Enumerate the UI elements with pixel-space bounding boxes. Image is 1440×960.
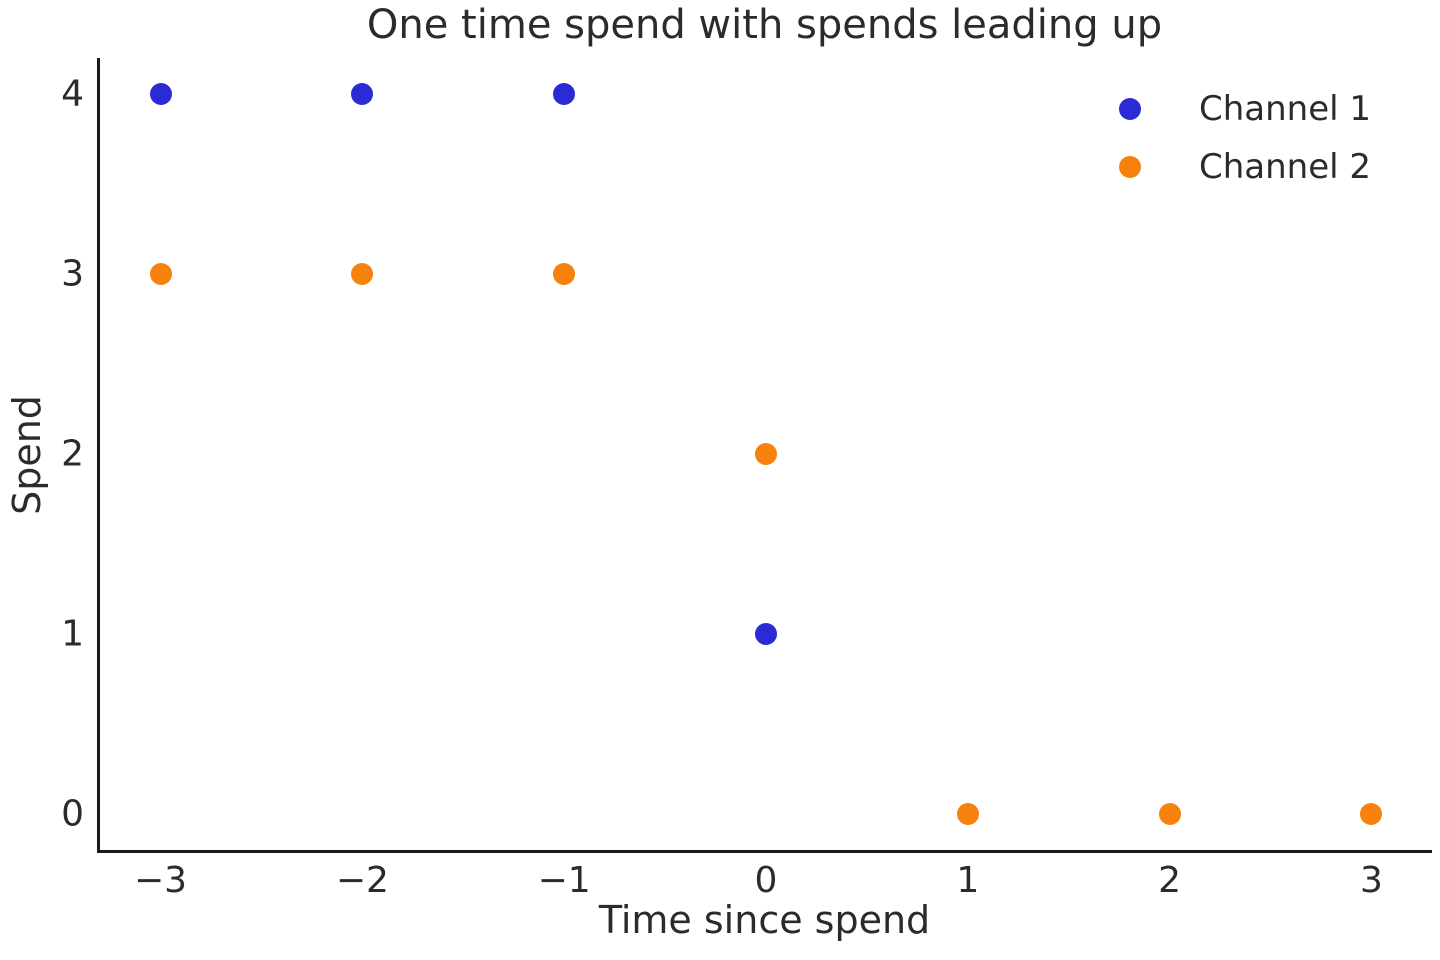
y-axis-label: Spend bbox=[5, 395, 49, 515]
x-tick-label: −3 bbox=[133, 860, 188, 901]
legend-label-channel-1: Channel 1 bbox=[1199, 89, 1372, 129]
data-point-channel-2 bbox=[553, 263, 576, 285]
x-tick-label: 3 bbox=[1360, 860, 1383, 901]
data-point-channel-1 bbox=[755, 623, 777, 645]
x-axis-label: Time since spend bbox=[598, 898, 931, 942]
x-tick-label: 2 bbox=[1158, 860, 1182, 901]
data-point-channel-1 bbox=[351, 83, 374, 105]
x-tick-label: −2 bbox=[335, 860, 389, 901]
data-point-channel-2 bbox=[1360, 803, 1383, 825]
y-tick-label: 0 bbox=[61, 793, 84, 835]
data-point-channel-2 bbox=[149, 263, 172, 285]
legend-item-channel-1: Channel 1 bbox=[1108, 80, 1371, 138]
legend-swatch-channel-1 bbox=[1119, 98, 1141, 120]
chart-title: One time spend with spends leading up bbox=[366, 2, 1163, 48]
x-tick-label: −1 bbox=[537, 860, 591, 901]
y-tick-label: 3 bbox=[61, 253, 84, 295]
plot-area: −3 −2 −1 0 1 2 3 0 1 2 3 4 bbox=[61, 58, 1432, 901]
x-tick-label: 1 bbox=[956, 860, 980, 901]
y-tick-label: 4 bbox=[61, 73, 84, 115]
data-point-channel-2 bbox=[956, 803, 979, 825]
legend-label-channel-2: Channel 2 bbox=[1199, 147, 1372, 187]
legend: Channel 1 Channel 2 bbox=[1108, 80, 1371, 196]
legend-item-channel-2: Channel 2 bbox=[1108, 138, 1371, 196]
x-tick-label: 0 bbox=[754, 860, 778, 901]
legend-swatch-channel-2 bbox=[1119, 156, 1141, 178]
data-point-channel-1 bbox=[149, 83, 172, 105]
data-point-channel-2 bbox=[1158, 803, 1181, 825]
data-point-channel-2 bbox=[351, 263, 374, 285]
data-point-channel-1 bbox=[553, 83, 576, 105]
data-point-channel-2 bbox=[755, 443, 777, 465]
y-tick-label: 2 bbox=[61, 433, 84, 475]
y-tick-label: 1 bbox=[61, 613, 84, 655]
